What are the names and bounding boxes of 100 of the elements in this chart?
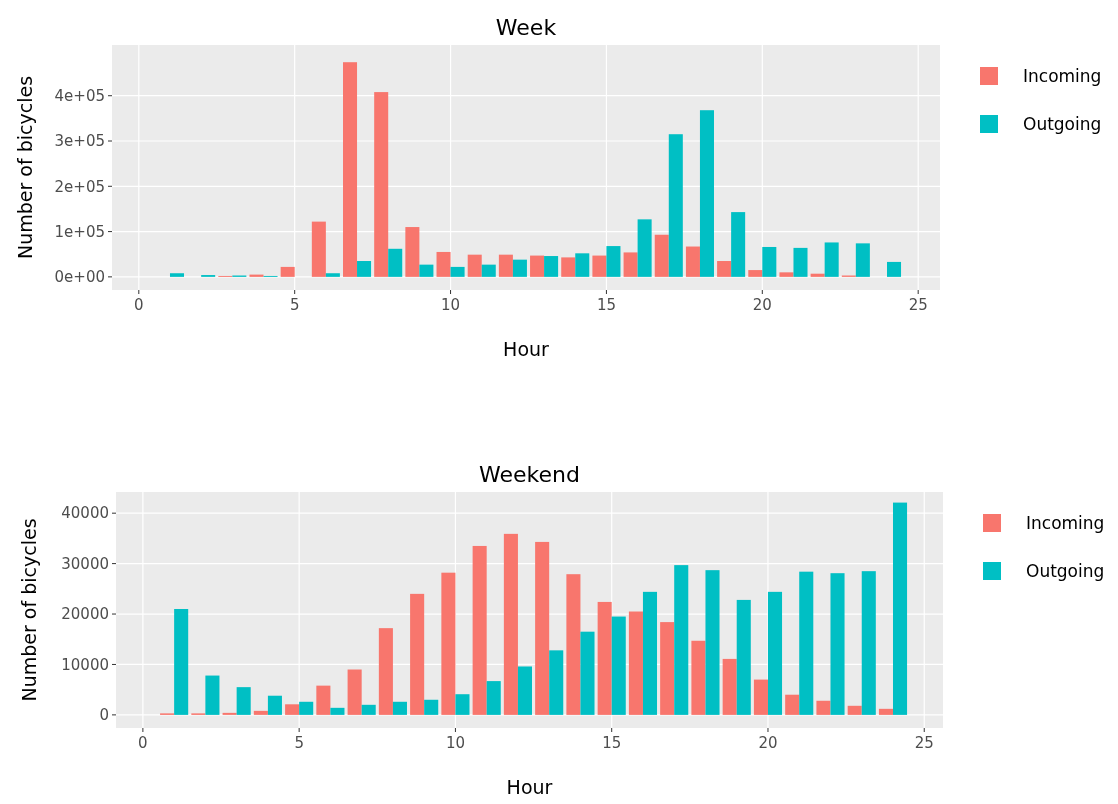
bar (892, 502, 908, 715)
bar (222, 712, 237, 715)
bar (378, 628, 393, 715)
bar (793, 247, 808, 277)
x-tick-label: 0 (138, 734, 148, 752)
x-axis-title: Hour (506, 776, 553, 798)
bar (691, 640, 706, 715)
bar (654, 234, 669, 277)
bar (357, 261, 372, 277)
bar (236, 687, 251, 715)
x-axis-title: Hour (503, 338, 550, 360)
bar (785, 694, 800, 715)
y-tick-label: 3e+05 (54, 132, 105, 151)
bar (410, 593, 425, 715)
bar (606, 246, 621, 277)
legend-label: Incoming (1023, 65, 1102, 86)
bar (674, 565, 689, 715)
bar (575, 253, 590, 277)
bar (535, 541, 550, 715)
x-tick-label: 15 (596, 296, 616, 314)
bar (816, 700, 831, 715)
bar (424, 699, 439, 715)
y-tick-label: 1e+05 (54, 222, 105, 241)
bar (779, 272, 794, 277)
bar (316, 685, 331, 715)
bar (830, 573, 845, 715)
bar (467, 254, 482, 277)
bar (660, 622, 675, 715)
bar (668, 134, 683, 277)
bar (517, 666, 532, 715)
x-tick-label: 10 (441, 296, 461, 314)
x-tick-label: 25 (914, 734, 934, 752)
bar (285, 704, 300, 715)
bar (392, 701, 407, 715)
bar (530, 255, 545, 277)
x-tick-label: 15 (602, 734, 622, 752)
bar (878, 708, 893, 715)
bar (361, 704, 376, 715)
y-tick-label: 2e+05 (54, 177, 105, 196)
y-axis-title: Number of bicycles (14, 75, 36, 260)
bar (561, 257, 576, 277)
bar (753, 679, 768, 715)
bar (642, 591, 658, 715)
bar (343, 62, 358, 277)
bar (388, 248, 403, 277)
x-tick-label: 20 (758, 734, 778, 752)
y-axis-title: Number of bicycles (18, 518, 40, 702)
bar (436, 251, 451, 277)
legend-label: Outgoing (1023, 113, 1102, 134)
bar (486, 681, 501, 715)
bar (419, 264, 434, 277)
bar (299, 701, 314, 715)
bar (205, 675, 220, 715)
bar (637, 219, 652, 277)
legend-label: Outgoing (1026, 560, 1105, 581)
bar (549, 650, 564, 715)
bar (722, 658, 737, 715)
y-tick-label: 40000 (61, 504, 109, 523)
bar (847, 705, 862, 715)
bar (311, 221, 326, 277)
chart-title: Weekend (479, 462, 580, 487)
bar (717, 261, 732, 277)
x-tick-label: 0 (134, 296, 144, 314)
bar (481, 264, 496, 277)
bar (887, 261, 902, 277)
bar (325, 273, 340, 277)
bar (498, 254, 513, 277)
bar (455, 694, 470, 715)
y-tick-label: 4e+05 (54, 86, 105, 105)
y-tick-label: 10000 (61, 655, 109, 674)
bar (628, 611, 643, 715)
bar (566, 574, 581, 715)
bar (705, 570, 720, 715)
bar (799, 571, 814, 715)
bar (767, 591, 783, 715)
bar (405, 227, 420, 277)
y-tick-label: 20000 (61, 605, 109, 624)
bar (580, 631, 595, 715)
bar (267, 695, 282, 715)
bar (824, 242, 839, 277)
y-tick-label: 30000 (61, 554, 109, 573)
chart-title: Week (495, 15, 557, 40)
bar (503, 533, 518, 715)
x-tick-label: 10 (445, 734, 465, 752)
bar (280, 266, 295, 277)
y-tick-label: 0e+00 (54, 268, 105, 287)
bar (253, 710, 268, 715)
legend-label: Incoming (1026, 512, 1105, 533)
bar (699, 110, 714, 277)
bar (441, 572, 456, 715)
bar (611, 616, 626, 715)
bar (810, 273, 825, 277)
bar (174, 608, 189, 715)
bar (249, 274, 264, 277)
x-tick-label: 5 (289, 296, 300, 314)
bar (731, 212, 746, 277)
bar (472, 545, 487, 715)
bar (597, 601, 612, 715)
x-tick-label: 20 (752, 296, 772, 314)
bar (450, 266, 465, 277)
